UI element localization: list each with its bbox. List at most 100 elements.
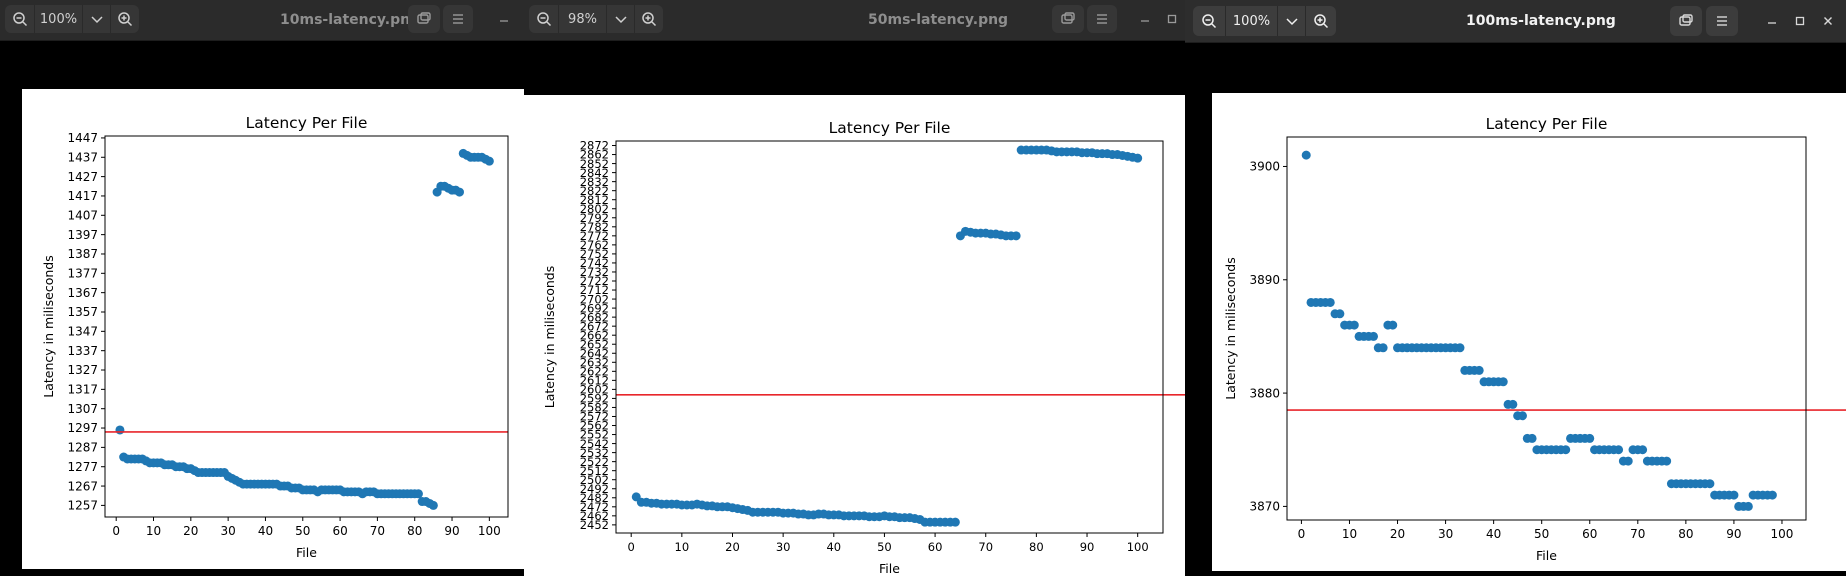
zoom-dropdown-button[interactable] bbox=[83, 5, 111, 33]
data-point bbox=[454, 187, 464, 197]
y-tick-label: 2632 bbox=[580, 355, 609, 369]
y-tick-label: 3880 bbox=[1249, 386, 1280, 400]
x-tick-label: 0 bbox=[112, 524, 120, 538]
zoom-level[interactable]: 100% bbox=[1226, 6, 1278, 36]
y-tick-label: 2502 bbox=[580, 473, 609, 487]
hamburger-menu-icon bbox=[453, 14, 463, 24]
y-tick-label: 2462 bbox=[580, 509, 609, 523]
plot-frame bbox=[1286, 136, 1807, 521]
x-tick-label: 30 bbox=[776, 540, 791, 554]
hamburger-menu-icon bbox=[1717, 16, 1727, 26]
zoom-out-button[interactable] bbox=[1193, 6, 1226, 36]
view-toggle-icon bbox=[1061, 12, 1075, 24]
chevron-down-icon bbox=[614, 16, 627, 24]
data-point bbox=[1011, 231, 1021, 241]
y-tick-label: 2822 bbox=[580, 184, 609, 198]
data-point bbox=[1369, 331, 1378, 341]
x-tick-label: 50 bbox=[1534, 527, 1549, 541]
y-tick-label: 2712 bbox=[580, 283, 609, 297]
minimize-icon bbox=[1768, 22, 1776, 24]
data-point bbox=[115, 425, 125, 435]
y-tick-label: 2842 bbox=[580, 166, 609, 180]
menu-button[interactable] bbox=[443, 5, 473, 33]
y-tick-label: 2682 bbox=[580, 310, 609, 324]
y-tick-label: 1437 bbox=[67, 150, 98, 164]
x-tick-label: 90 bbox=[444, 524, 459, 538]
view-toggle-button[interactable] bbox=[1052, 5, 1084, 33]
image-canvas: Latency Per File File Latency in milisecon… bbox=[1212, 93, 1846, 571]
y-tick-label: 1407 bbox=[67, 208, 98, 222]
y-tick-label: 2642 bbox=[580, 346, 609, 360]
data-point bbox=[1662, 456, 1672, 466]
zoom-in-button[interactable] bbox=[111, 5, 139, 33]
data-point bbox=[1498, 377, 1508, 387]
zoom-dropdown-button[interactable] bbox=[607, 5, 635, 33]
y-axis-label: Latency in miliseconds bbox=[41, 255, 56, 397]
close-button[interactable] bbox=[1816, 6, 1840, 36]
y-axis-label: Latency in miliseconds bbox=[1223, 257, 1238, 399]
close-icon bbox=[1824, 17, 1832, 25]
y-tick-label: 2742 bbox=[580, 256, 609, 270]
maximize-button[interactable] bbox=[1788, 6, 1812, 36]
y-tick-label: 1267 bbox=[67, 479, 98, 493]
x-axis-label: File bbox=[296, 545, 317, 560]
x-tick-label: 100 bbox=[1127, 540, 1149, 554]
data-point bbox=[1623, 456, 1633, 466]
x-tick-label: 40 bbox=[1486, 527, 1501, 541]
maximize-button[interactable] bbox=[1160, 5, 1184, 33]
data-point bbox=[1301, 150, 1311, 160]
view-toggle-button[interactable] bbox=[1670, 6, 1702, 36]
data-point bbox=[1508, 399, 1518, 409]
zoom-controls: 100% bbox=[1193, 6, 1336, 36]
window-title: 100ms-latency.png bbox=[1466, 13, 1616, 29]
view-toggle-button[interactable] bbox=[408, 5, 440, 33]
image-viewer-window-10ms: 100% 10ms-latency.png Latency Per File Fi… bbox=[0, 0, 524, 576]
y-tick-label: 2602 bbox=[580, 383, 609, 397]
y-tick-label: 1317 bbox=[67, 383, 98, 397]
zoom-in-icon bbox=[118, 12, 133, 27]
zoom-level[interactable]: 100% bbox=[35, 5, 83, 33]
minimize-button[interactable] bbox=[490, 5, 518, 33]
minimize-button[interactable] bbox=[1132, 5, 1158, 33]
data-point bbox=[1743, 501, 1753, 511]
y-tick-label: 2692 bbox=[580, 301, 609, 315]
x-tick-label: 10 bbox=[1342, 527, 1357, 541]
data-point bbox=[413, 489, 423, 499]
chart-title: Latency Per File bbox=[1486, 115, 1608, 133]
y-tick-label: 2732 bbox=[580, 265, 609, 279]
hamburger-menu-icon bbox=[1097, 14, 1107, 24]
scatter-chart: Latency Per File File Latency in milisecon… bbox=[1223, 115, 1846, 563]
minimize-button[interactable] bbox=[1760, 6, 1784, 36]
y-tick-label: 1337 bbox=[67, 344, 98, 358]
chevron-down-icon bbox=[90, 16, 103, 24]
zoom-in-button[interactable] bbox=[1306, 6, 1336, 36]
x-tick-label: 10 bbox=[675, 540, 690, 554]
y-tick-label: 2762 bbox=[580, 238, 609, 252]
zoom-out-button[interactable] bbox=[5, 5, 35, 33]
y-tick-label: 2472 bbox=[580, 500, 609, 514]
x-tick-label: 90 bbox=[1080, 540, 1095, 554]
data-point bbox=[1378, 343, 1388, 353]
menu-button[interactable] bbox=[1087, 5, 1117, 33]
y-tick-label: 1377 bbox=[67, 267, 98, 281]
chart-title: Latency Per File bbox=[829, 119, 951, 137]
zoom-dropdown-button[interactable] bbox=[1278, 6, 1306, 36]
header-bar: 100% 10ms-latency.png bbox=[0, 0, 524, 41]
x-tick-label: 80 bbox=[407, 524, 422, 538]
chart-title: Latency Per File bbox=[246, 114, 368, 132]
y-tick-label: 1397 bbox=[67, 228, 98, 242]
y-tick-label: 1447 bbox=[67, 131, 98, 145]
x-tick-label: 70 bbox=[370, 524, 385, 538]
x-tick-label: 40 bbox=[826, 540, 841, 554]
zoom-level[interactable]: 98% bbox=[559, 5, 607, 33]
y-tick-label: 2572 bbox=[580, 410, 609, 424]
data-point bbox=[1705, 479, 1715, 489]
zoom-out-button[interactable] bbox=[529, 5, 559, 33]
y-tick-label: 2592 bbox=[580, 392, 609, 406]
zoom-in-icon bbox=[1314, 14, 1329, 29]
zoom-in-button[interactable] bbox=[635, 5, 663, 33]
menu-button[interactable] bbox=[1706, 6, 1738, 36]
x-tick-label: 100 bbox=[478, 524, 501, 538]
image-viewer-window-100ms: 100% 100ms-latency.png Latency Per File F… bbox=[1185, 0, 1846, 576]
zoom-out-icon bbox=[12, 12, 27, 27]
